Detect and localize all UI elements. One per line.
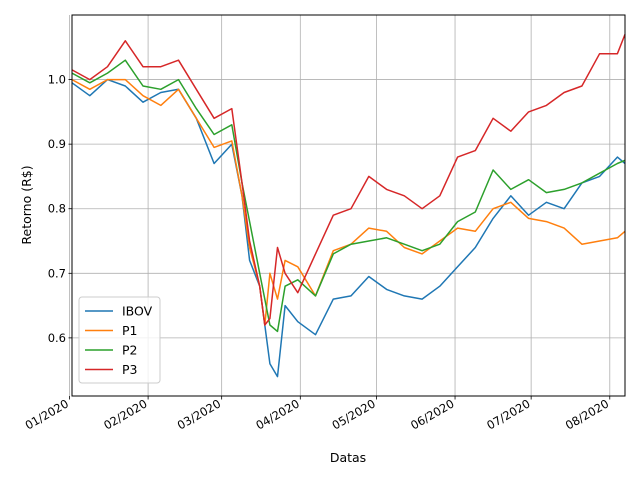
y-tick-label: 0.7	[48, 266, 66, 280]
x-tick-label: 03/2020	[175, 396, 223, 432]
x-axis-label: Datas	[330, 450, 366, 465]
y-tick-label: 0.8	[48, 202, 66, 216]
x-tick-label: 07/2020	[484, 396, 532, 432]
series-line-p1	[71, 78, 626, 326]
legend-box	[78, 296, 161, 384]
y-tick-label: 0.6	[48, 331, 66, 345]
x-axis-ticks: 01/2020 02/2020 03/2020 04/2020 05/2020 06/20…	[23, 396, 611, 432]
plot-frame	[71, 14, 626, 397]
series-line-p2	[71, 59, 626, 333]
x-tick-label: 01/2020	[23, 396, 71, 432]
y-axis-ticks: 0.6 0.7 0.8 0.9 1.0	[48, 73, 72, 345]
series-line-p3	[71, 34, 626, 326]
x-tick-label: 04/2020	[253, 396, 301, 432]
legend-label-ibov: IBOV	[122, 304, 153, 319]
legend-label-p2: P2	[122, 343, 138, 358]
y-axis-label: Retorno (R$)	[19, 165, 34, 244]
legend: IBOV P1 P2 P3	[78, 296, 161, 384]
y-tick-label: 1.0	[48, 73, 66, 87]
grid	[69, 15, 625, 396]
x-tick-label: 05/2020	[330, 396, 378, 432]
x-tick-label: 08/2020	[563, 396, 611, 432]
y-tick-label: 0.9	[48, 137, 66, 151]
x-tick-label: 02/2020	[101, 396, 149, 432]
x-tick-label: 06/2020	[408, 396, 456, 432]
legend-label-p3: P3	[122, 362, 138, 377]
legend-label-p1: P1	[122, 323, 138, 338]
series-lines	[71, 34, 626, 378]
